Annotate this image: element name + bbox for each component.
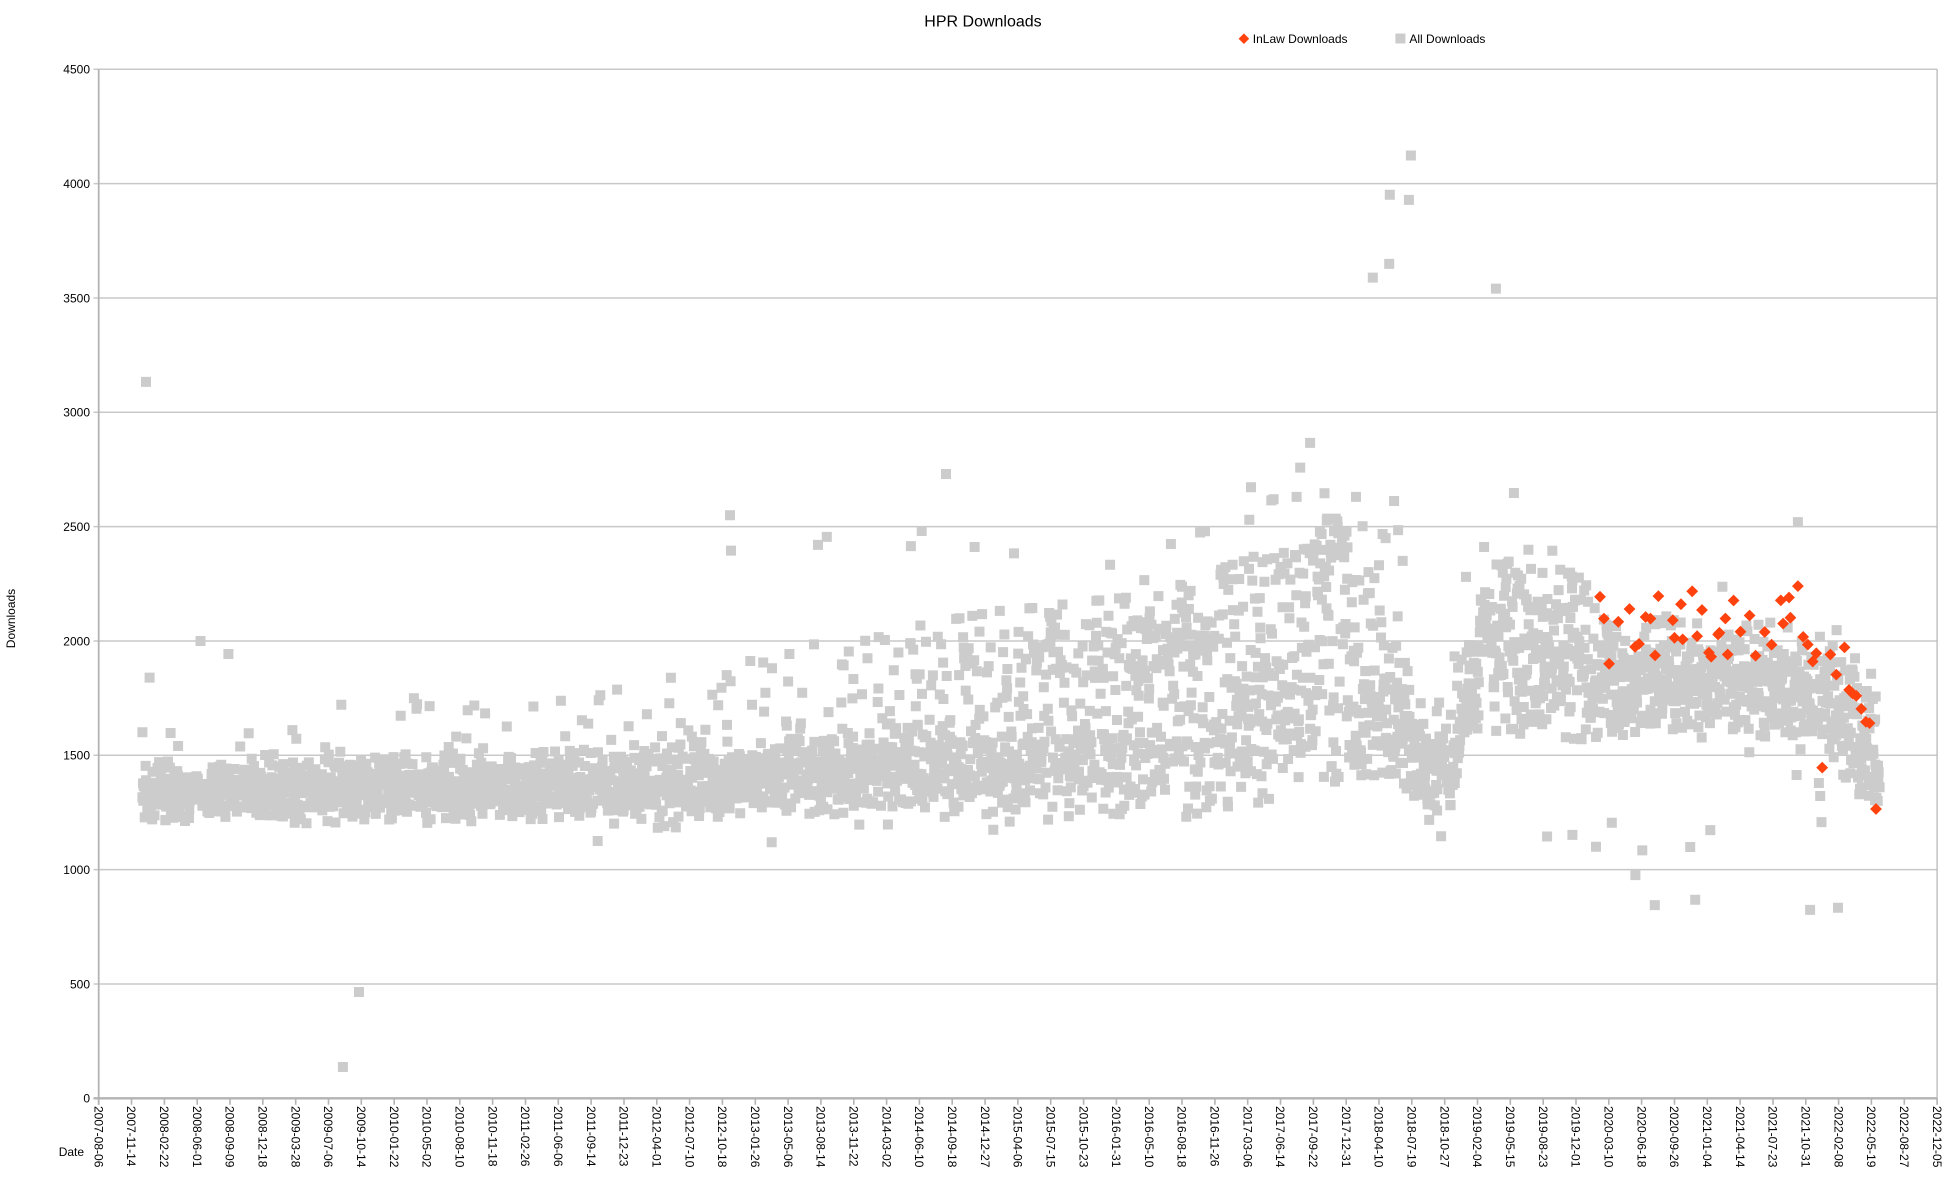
svg-text:2019-05-15: 2019-05-15 [1503,1106,1517,1168]
svg-text:4000: 4000 [63,177,90,191]
svg-text:Date: Date [59,1145,85,1159]
svg-text:2019-08-23: 2019-08-23 [1536,1106,1550,1168]
svg-text:2021-04-14: 2021-04-14 [1733,1106,1747,1168]
svg-text:2014-06-10: 2014-06-10 [912,1106,926,1168]
svg-text:2500: 2500 [63,520,90,534]
svg-text:1000: 1000 [63,863,90,877]
svg-text:2018-04-10: 2018-04-10 [1372,1106,1386,1168]
svg-text:2015-10-23: 2015-10-23 [1076,1106,1090,1168]
svg-text:2014-12-27: 2014-12-27 [978,1106,992,1168]
svg-text:2014-03-02: 2014-03-02 [879,1106,893,1168]
svg-text:2000: 2000 [63,634,90,648]
svg-text:2010-01-22: 2010-01-22 [387,1106,401,1168]
svg-text:2017-09-22: 2017-09-22 [1306,1106,1320,1168]
svg-text:2010-05-02: 2010-05-02 [420,1106,434,1168]
svg-text:2011-09-14: 2011-09-14 [584,1106,598,1167]
svg-text:2016-05-10: 2016-05-10 [1142,1106,1156,1168]
svg-text:All Downloads: All Downloads [1409,32,1485,46]
svg-text:Downloads: Downloads [4,589,18,648]
svg-text:2008-06-01: 2008-06-01 [190,1106,204,1168]
svg-text:2008-09-09: 2008-09-09 [223,1106,237,1168]
svg-text:2013-08-14: 2013-08-14 [814,1106,828,1168]
svg-text:2012-10-18: 2012-10-18 [715,1106,729,1168]
svg-text:2013-01-26: 2013-01-26 [748,1106,762,1168]
svg-text:4500: 4500 [63,63,90,77]
svg-text:3500: 3500 [63,291,90,305]
svg-text:2015-07-15: 2015-07-15 [1043,1106,1057,1168]
svg-text:2021-01-04: 2021-01-04 [1700,1106,1714,1168]
svg-text:2019-12-01: 2019-12-01 [1569,1106,1583,1168]
svg-text:2016-11-26: 2016-11-26 [1208,1106,1222,1167]
svg-text:2017-06-14: 2017-06-14 [1273,1106,1287,1168]
svg-text:2009-10-14: 2009-10-14 [354,1106,368,1168]
svg-text:2020-03-10: 2020-03-10 [1602,1106,1616,1168]
svg-text:2016-01-31: 2016-01-31 [1109,1106,1123,1168]
svg-text:2021-10-31: 2021-10-31 [1799,1106,1813,1168]
svg-text:2008-12-18: 2008-12-18 [256,1106,270,1168]
svg-text:HPR Downloads: HPR Downloads [924,14,1041,31]
svg-text:2021-07-23: 2021-07-23 [1766,1106,1780,1168]
svg-text:2011-12-23: 2011-12-23 [617,1106,631,1167]
svg-text:InLaw Downloads: InLaw Downloads [1253,32,1348,46]
svg-text:2007-11-14: 2007-11-14 [124,1106,138,1167]
svg-text:2010-11-18: 2010-11-18 [485,1106,499,1167]
svg-text:2022-08-27: 2022-08-27 [1897,1106,1911,1168]
svg-text:2009-03-28: 2009-03-28 [288,1106,302,1168]
svg-text:2014-09-18: 2014-09-18 [945,1106,959,1168]
svg-text:2008-02-22: 2008-02-22 [157,1106,171,1168]
svg-text:2009-07-06: 2009-07-06 [321,1106,335,1168]
svg-text:2022-05-19: 2022-05-19 [1864,1106,1878,1168]
svg-text:1500: 1500 [63,749,90,763]
svg-text:2015-04-06: 2015-04-06 [1011,1106,1025,1168]
svg-text:2007-08-06: 2007-08-06 [91,1106,105,1168]
svg-text:500: 500 [70,977,90,991]
svg-text:2018-07-19: 2018-07-19 [1405,1106,1419,1168]
svg-text:2013-11-22: 2013-11-22 [847,1106,861,1167]
svg-text:2019-02-04: 2019-02-04 [1470,1106,1484,1168]
svg-text:2011-06-06: 2011-06-06 [551,1106,565,1167]
svg-text:2020-06-18: 2020-06-18 [1634,1106,1648,1168]
svg-text:2016-08-18: 2016-08-18 [1175,1106,1189,1168]
svg-text:3000: 3000 [63,406,90,420]
svg-text:2020-09-26: 2020-09-26 [1667,1106,1681,1168]
svg-text:2017-03-06: 2017-03-06 [1240,1106,1254,1168]
svg-text:2022-12-05: 2022-12-05 [1930,1106,1944,1168]
svg-text:0: 0 [83,1092,90,1106]
svg-text:2011-02-26: 2011-02-26 [518,1106,532,1167]
svg-text:2017-12-31: 2017-12-31 [1339,1106,1353,1168]
svg-text:2022-02-08: 2022-02-08 [1831,1106,1845,1168]
svg-text:2012-04-01: 2012-04-01 [650,1106,664,1168]
svg-text:2013-05-06: 2013-05-06 [781,1106,795,1168]
svg-text:2018-10-27: 2018-10-27 [1437,1106,1451,1168]
svg-text:2010-08-10: 2010-08-10 [453,1106,467,1168]
svg-text:2012-07-10: 2012-07-10 [682,1106,696,1168]
